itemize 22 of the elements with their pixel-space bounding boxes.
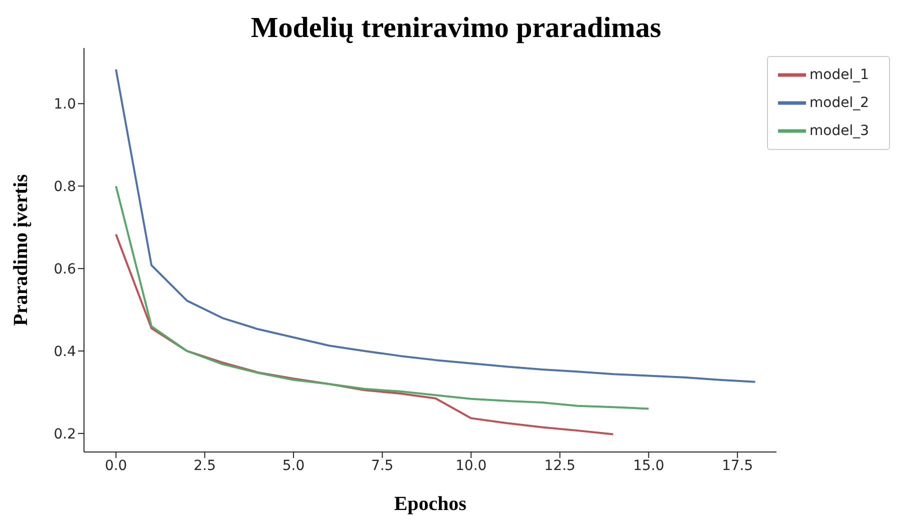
- x-axis-title: Epochos: [394, 493, 467, 515]
- x-tick-label: 15.0: [633, 458, 664, 474]
- x-tick-label: 10.0: [456, 458, 487, 474]
- line-series: [114, 185, 650, 410]
- legend-label: model_1: [810, 66, 869, 83]
- legend-label: model_2: [810, 94, 869, 111]
- y-tick-label: 0.4: [54, 344, 76, 360]
- x-tick-label: 2.5: [194, 458, 216, 474]
- x-tick-label: 5.0: [282, 458, 305, 474]
- y-tick-label: 0.6: [54, 262, 76, 278]
- legend-label: model_3: [810, 122, 869, 139]
- y-axis-title: Praradimo įvertis: [10, 174, 32, 326]
- chart-title: Modelių treniravimo praradimas: [250, 11, 662, 46]
- y-tick-label: 0.8: [54, 179, 76, 196]
- line-series: [114, 68, 756, 383]
- x-tick-label: 12.5: [544, 458, 576, 474]
- x-tick-label: 0.0: [104, 458, 128, 474]
- y-tick-label: 1.0: [54, 96, 76, 113]
- line-series: [114, 233, 614, 436]
- x-tick-label: 7.5: [371, 458, 394, 474]
- y-tick-label: 0.2: [54, 426, 76, 442]
- x-tick-label: 17.5: [722, 458, 754, 474]
